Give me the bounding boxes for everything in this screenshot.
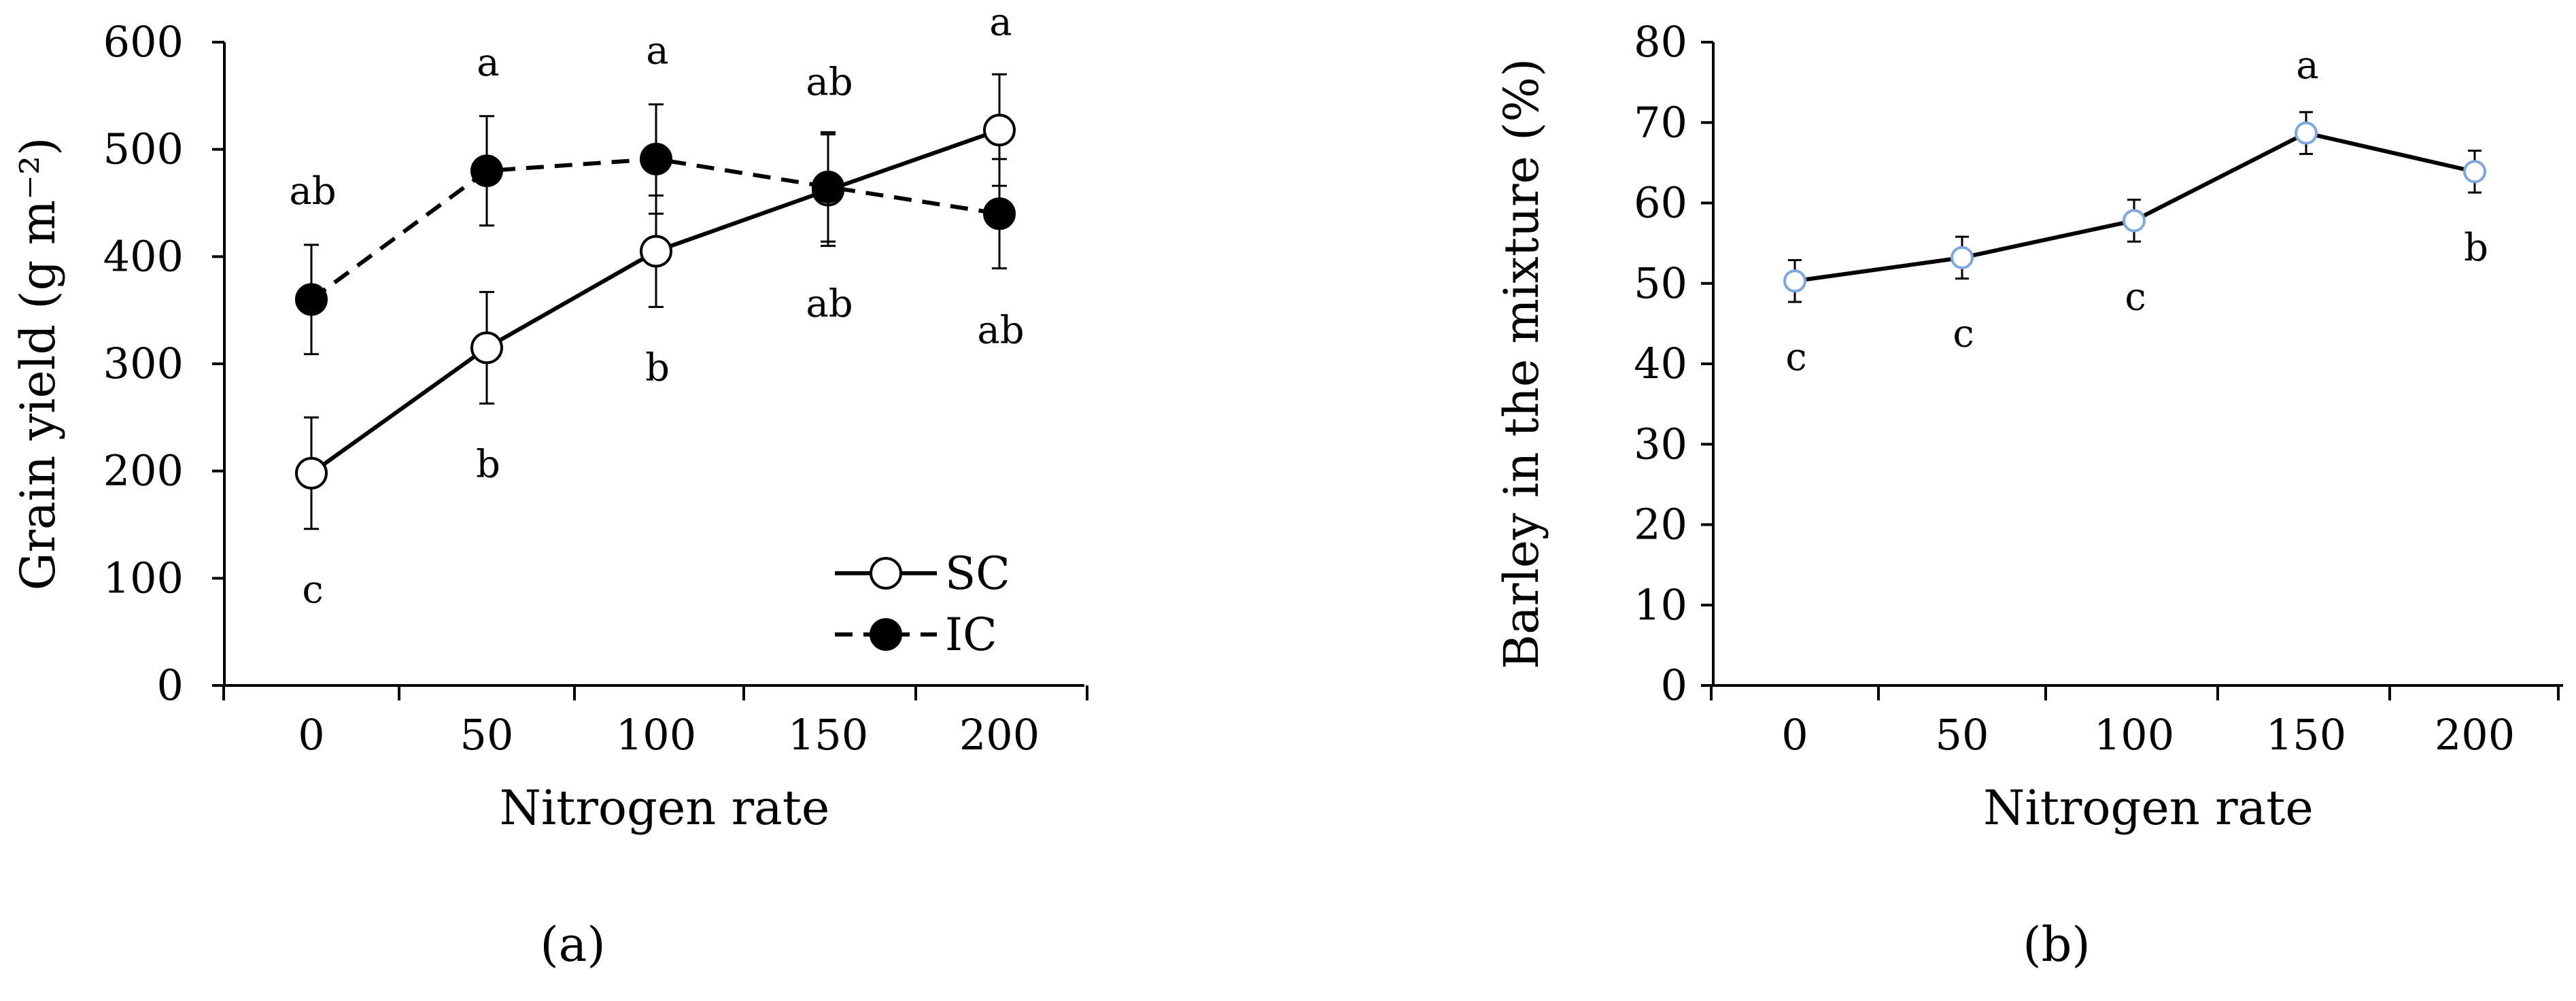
y-tick-label: 60 [1634, 178, 1687, 228]
y-tick-label: 500 [103, 124, 184, 174]
panel-b-barley-share-chart: 0 10 20 30 40 50 60 70 80 0 50 100 150 200 Nitrogen ra… [1494, 17, 2563, 972]
legend-label: SC [945, 547, 1010, 600]
x-tick-label: 100 [616, 710, 696, 760]
y-tick-label: 100 [103, 553, 184, 603]
panel-caption: (b) [2023, 917, 2090, 972]
significance-letter: b [476, 442, 500, 486]
legend-label: IC [945, 609, 997, 661]
significance-letter: ab [806, 282, 853, 326]
y-tick-label: 80 [1634, 17, 1687, 67]
significance-letter: a [646, 29, 668, 73]
y-tick-label: 0 [1661, 660, 1687, 710]
x-tick-label: 200 [2435, 710, 2515, 760]
y-tick-label: 30 [1634, 419, 1687, 469]
x-tick-label: 50 [460, 710, 514, 760]
legend: SC IC [835, 547, 1010, 661]
y-tick-label: 600 [103, 17, 184, 67]
x-tick-label: 0 [298, 710, 324, 760]
x-tick-label: 200 [959, 710, 1040, 760]
significance-letter: c [2125, 275, 2146, 319]
data-point-marker [983, 197, 1016, 231]
legend-marker [870, 557, 902, 590]
data-point-marker [1951, 245, 1974, 269]
panel-a-grain-yield-chart: 0 100 200 300 400 500 600 0 50 100 150 200 Nitrogen … [10, 0, 1088, 972]
data-point-marker [2463, 160, 2486, 184]
x-axis-title: Nitrogen rate [500, 780, 830, 836]
significance-letter: a [989, 0, 1012, 44]
legend-marker [870, 618, 902, 651]
x-tick-label: 150 [788, 710, 868, 760]
x-axis-title: Nitrogen rate [1983, 780, 2314, 836]
significance-letter: ab [289, 169, 336, 214]
data-point-marker [470, 154, 503, 188]
y-tick-label: 200 [103, 446, 184, 496]
x-tick-label: 100 [2094, 710, 2174, 760]
y-tick-label: 0 [157, 660, 184, 710]
y-tick-label: 40 [1634, 339, 1687, 388]
y-tick-label: 20 [1634, 500, 1687, 549]
significance-letter: b [645, 345, 670, 390]
x-tick-label: 150 [2266, 710, 2346, 760]
y-axis-title: Grain yield (g m⁻²) [10, 137, 66, 591]
data-point-marker [470, 331, 503, 364]
panel-caption: (a) [540, 917, 605, 972]
y-tick-label: 400 [103, 231, 184, 281]
significance-letter: a [2296, 44, 2318, 88]
data-point-marker [295, 456, 328, 490]
data-point-marker [640, 142, 672, 175]
y-axis-title: Barley in the mixture (%) [1494, 58, 1549, 670]
significance-letter: ab [806, 61, 853, 105]
data-point-marker [640, 235, 672, 268]
significance-letter: a [477, 41, 499, 85]
significance-letter: c [302, 568, 323, 612]
x-tick-label: 0 [1781, 710, 1808, 760]
significance-letter: ab [977, 309, 1024, 353]
y-tick-label: 70 [1634, 97, 1687, 147]
data-point-marker [1783, 269, 1806, 293]
data-point-marker [983, 114, 1016, 147]
significance-letter: c [1785, 335, 1806, 379]
x-tick-label: 50 [1936, 710, 1989, 760]
data-point-marker [812, 170, 844, 203]
data-point-marker [295, 283, 328, 316]
significance-letter: b [2464, 226, 2488, 270]
data-point-marker [2123, 209, 2146, 233]
data-point-marker [2295, 121, 2318, 145]
y-tick-label: 10 [1634, 580, 1687, 630]
y-tick-label: 300 [103, 339, 184, 388]
significance-letter: c [1953, 312, 1974, 356]
y-tick-label: 50 [1634, 258, 1687, 308]
